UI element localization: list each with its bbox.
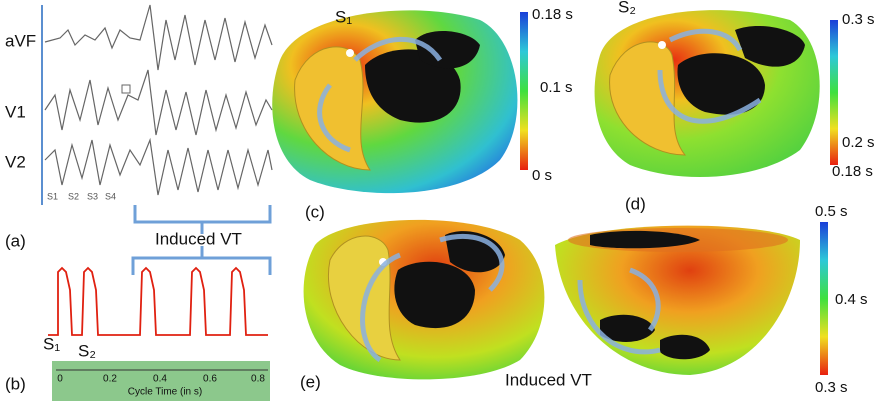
tick-label: 0 <box>57 374 63 385</box>
tick-label: 0.6 <box>203 374 217 385</box>
panel-label: (b) <box>5 374 26 393</box>
stimulus-label: S3 <box>87 191 98 201</box>
stimulus-label: S₁ <box>335 7 352 26</box>
stimulus-label: S₂ <box>618 0 636 16</box>
ecg-traces <box>44 4 273 196</box>
colorbar-label: 0.2 s <box>842 134 875 151</box>
arrow <box>317 36 443 153</box>
colorbar-label: 0.3 s <box>815 379 848 396</box>
scar <box>590 230 700 249</box>
lead-label: V2 <box>5 152 26 171</box>
scar <box>735 25 805 67</box>
colorbar-label: 0.5 s <box>815 203 848 220</box>
scar <box>600 314 655 342</box>
stimulus-label: S2 <box>68 191 79 201</box>
arrow <box>577 267 661 355</box>
stimulus-label: S4 <box>105 191 116 201</box>
stimulus-label: S₁ <box>43 334 60 353</box>
colorbar-label: 0.3 s <box>842 11 875 28</box>
lead-label: V1 <box>5 102 26 121</box>
scar <box>677 53 765 115</box>
scar <box>365 49 461 123</box>
stimulus-site <box>658 41 666 49</box>
colorbar <box>520 12 528 170</box>
colorbar-label: 0 s <box>532 167 552 184</box>
arrow <box>657 28 762 124</box>
annotation: Induced VT <box>505 370 592 389</box>
panel-label: (d) <box>625 194 646 213</box>
lead-label: aVF <box>5 31 36 50</box>
colorbar <box>820 222 828 375</box>
colorbar-label: 0.18 s <box>532 6 573 23</box>
scar <box>660 334 710 360</box>
colorbar-label: 0.4 s <box>835 291 868 308</box>
pulse-trace <box>48 266 268 336</box>
panel-label: (e) <box>300 372 321 391</box>
tick-label: 0.2 <box>103 374 117 385</box>
marker <box>121 84 131 94</box>
panel-label: (c) <box>305 202 325 221</box>
stimulus-label: S1 <box>47 191 58 201</box>
colorbar <box>830 20 838 165</box>
heart-cavity <box>609 41 687 156</box>
scar <box>415 30 480 69</box>
scar <box>394 261 475 329</box>
heart-cavity <box>294 46 371 171</box>
panel-label: (a) <box>5 231 26 250</box>
stimulus-label: S₂ <box>78 341 96 360</box>
annotation: Induced VT <box>155 229 242 248</box>
time-axis-box <box>52 361 270 401</box>
tick-label: 0.4 <box>153 374 167 385</box>
time-ticks: 0 0.2 0.4 0.6 0.8 <box>57 374 265 385</box>
tick-label: 0.8 <box>251 374 265 385</box>
axis-title: Cycle Time (in s) <box>128 387 202 398</box>
bracket <box>133 205 272 234</box>
colorbar-label: 0.18 s <box>832 163 873 180</box>
bracket <box>131 246 272 275</box>
arrow <box>360 233 505 363</box>
colorbar-label: 0.1 s <box>540 79 573 96</box>
stimulus-site <box>346 49 354 57</box>
